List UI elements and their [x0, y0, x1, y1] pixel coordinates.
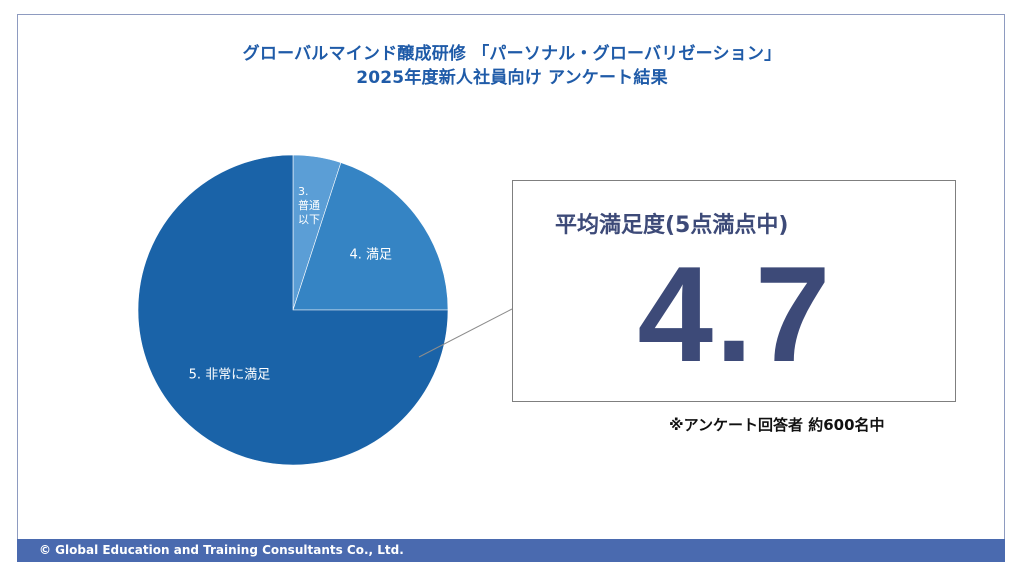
- pie-slice-label-2: 4. 満足: [349, 248, 392, 263]
- footer-bar: © Global Education and Training Consulta…: [17, 539, 1005, 562]
- copyright-text: © Global Education and Training Consulta…: [39, 543, 404, 557]
- summary-heading: 平均満足度(5点満点中): [555, 213, 789, 238]
- pie-slice-label-3: 5. 非常に満足: [189, 368, 271, 383]
- pie-slice-label-1: 3.普通以下: [298, 185, 320, 226]
- summary-box: 平均満足度(5点満点中) 4.7: [512, 180, 956, 402]
- average-score: 4.7: [637, 238, 833, 390]
- respondents-note: ※アンケート回答者 約600名中: [669, 416, 885, 434]
- callout-connector: [418, 308, 513, 358]
- slide-title: グローバルマインド醸成研修 「パーソナル・グローバリゼーション」 2025年度新…: [0, 42, 1024, 90]
- pie-slice-2: [292, 162, 449, 311]
- title-line-2: 2025年度新人社員向け アンケート結果: [356, 68, 668, 88]
- title-line-1: グローバルマインド醸成研修 「パーソナル・グローバリゼーション」: [242, 44, 782, 64]
- pie-slice-3: [137, 154, 449, 466]
